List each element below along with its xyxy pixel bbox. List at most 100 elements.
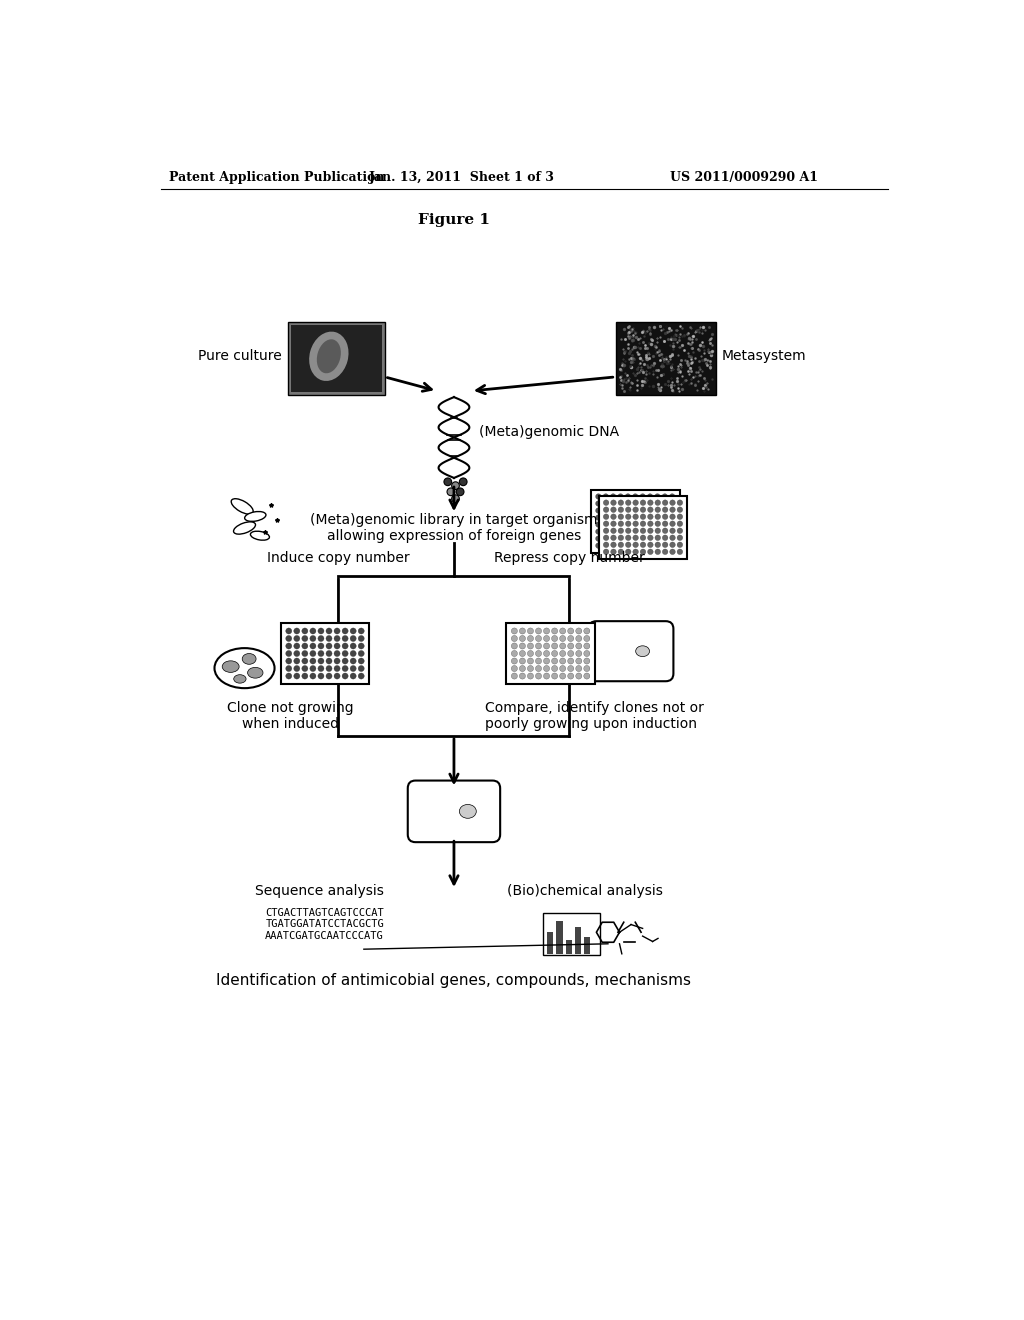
- Circle shape: [511, 643, 517, 649]
- Circle shape: [527, 665, 534, 672]
- Circle shape: [294, 635, 300, 642]
- Bar: [599, 496, 687, 558]
- Circle shape: [447, 488, 455, 496]
- Circle shape: [626, 543, 631, 548]
- Circle shape: [350, 635, 356, 642]
- Circle shape: [610, 529, 616, 535]
- Circle shape: [663, 500, 668, 506]
- Circle shape: [552, 628, 558, 634]
- Circle shape: [596, 515, 601, 520]
- Circle shape: [647, 508, 653, 513]
- Text: Clone not growing
when induced: Clone not growing when induced: [226, 701, 353, 731]
- Circle shape: [358, 628, 365, 634]
- Circle shape: [310, 643, 316, 649]
- Circle shape: [350, 651, 356, 656]
- Circle shape: [610, 543, 616, 548]
- Circle shape: [670, 500, 675, 507]
- Ellipse shape: [243, 653, 256, 664]
- Circle shape: [527, 635, 534, 642]
- Circle shape: [618, 507, 624, 512]
- Circle shape: [342, 665, 348, 672]
- Circle shape: [310, 635, 316, 642]
- Circle shape: [670, 508, 675, 513]
- Circle shape: [654, 500, 660, 507]
- Circle shape: [633, 494, 638, 499]
- Circle shape: [625, 543, 631, 548]
- Circle shape: [640, 500, 645, 507]
- Circle shape: [625, 508, 631, 513]
- Circle shape: [647, 500, 653, 506]
- Circle shape: [452, 482, 460, 490]
- Bar: [584, 937, 590, 954]
- Bar: [565, 940, 571, 954]
- Circle shape: [519, 665, 525, 672]
- Circle shape: [647, 494, 653, 499]
- Circle shape: [552, 673, 558, 678]
- Circle shape: [286, 635, 292, 642]
- Circle shape: [310, 657, 316, 664]
- Bar: [543, 913, 600, 956]
- Circle shape: [677, 535, 683, 541]
- Circle shape: [640, 507, 646, 512]
- Circle shape: [603, 500, 609, 506]
- Circle shape: [559, 628, 565, 634]
- Bar: [506, 623, 595, 684]
- Circle shape: [536, 665, 542, 672]
- Circle shape: [326, 657, 332, 664]
- Circle shape: [640, 513, 646, 520]
- Circle shape: [334, 651, 340, 656]
- Circle shape: [527, 673, 534, 678]
- Circle shape: [342, 651, 348, 656]
- Circle shape: [625, 494, 631, 499]
- Circle shape: [640, 521, 645, 528]
- Circle shape: [536, 635, 542, 642]
- Circle shape: [677, 513, 683, 520]
- Circle shape: [647, 500, 653, 507]
- Circle shape: [511, 628, 517, 634]
- Circle shape: [286, 673, 292, 678]
- Circle shape: [342, 673, 348, 678]
- Circle shape: [603, 515, 608, 520]
- Circle shape: [655, 535, 660, 541]
- Circle shape: [670, 494, 675, 499]
- Circle shape: [670, 507, 675, 512]
- Circle shape: [603, 549, 609, 554]
- Circle shape: [662, 508, 668, 513]
- Circle shape: [610, 494, 616, 499]
- Circle shape: [633, 528, 638, 533]
- Circle shape: [640, 528, 646, 533]
- Circle shape: [617, 494, 624, 499]
- Ellipse shape: [636, 645, 649, 656]
- Circle shape: [559, 635, 565, 642]
- Circle shape: [575, 643, 582, 649]
- Text: Repress copy number: Repress copy number: [495, 550, 645, 565]
- Circle shape: [610, 536, 616, 541]
- Circle shape: [610, 508, 616, 513]
- Circle shape: [567, 673, 573, 678]
- Circle shape: [326, 628, 332, 634]
- Circle shape: [670, 535, 675, 541]
- Circle shape: [633, 513, 638, 520]
- Circle shape: [567, 643, 573, 649]
- Circle shape: [670, 513, 675, 520]
- Circle shape: [626, 521, 631, 527]
- Circle shape: [640, 494, 645, 499]
- Circle shape: [633, 536, 638, 541]
- Circle shape: [596, 529, 601, 535]
- Circle shape: [536, 643, 542, 649]
- Text: Metasystem: Metasystem: [722, 350, 807, 363]
- Bar: [547, 932, 553, 954]
- Circle shape: [567, 665, 573, 672]
- Circle shape: [617, 536, 624, 541]
- Circle shape: [603, 507, 609, 512]
- FancyBboxPatch shape: [408, 780, 500, 842]
- Circle shape: [326, 635, 332, 642]
- Circle shape: [584, 643, 590, 649]
- Circle shape: [610, 535, 616, 541]
- Ellipse shape: [316, 339, 341, 374]
- Circle shape: [358, 665, 365, 672]
- Circle shape: [317, 673, 324, 678]
- Circle shape: [626, 507, 631, 512]
- Circle shape: [610, 513, 616, 520]
- Circle shape: [334, 657, 340, 664]
